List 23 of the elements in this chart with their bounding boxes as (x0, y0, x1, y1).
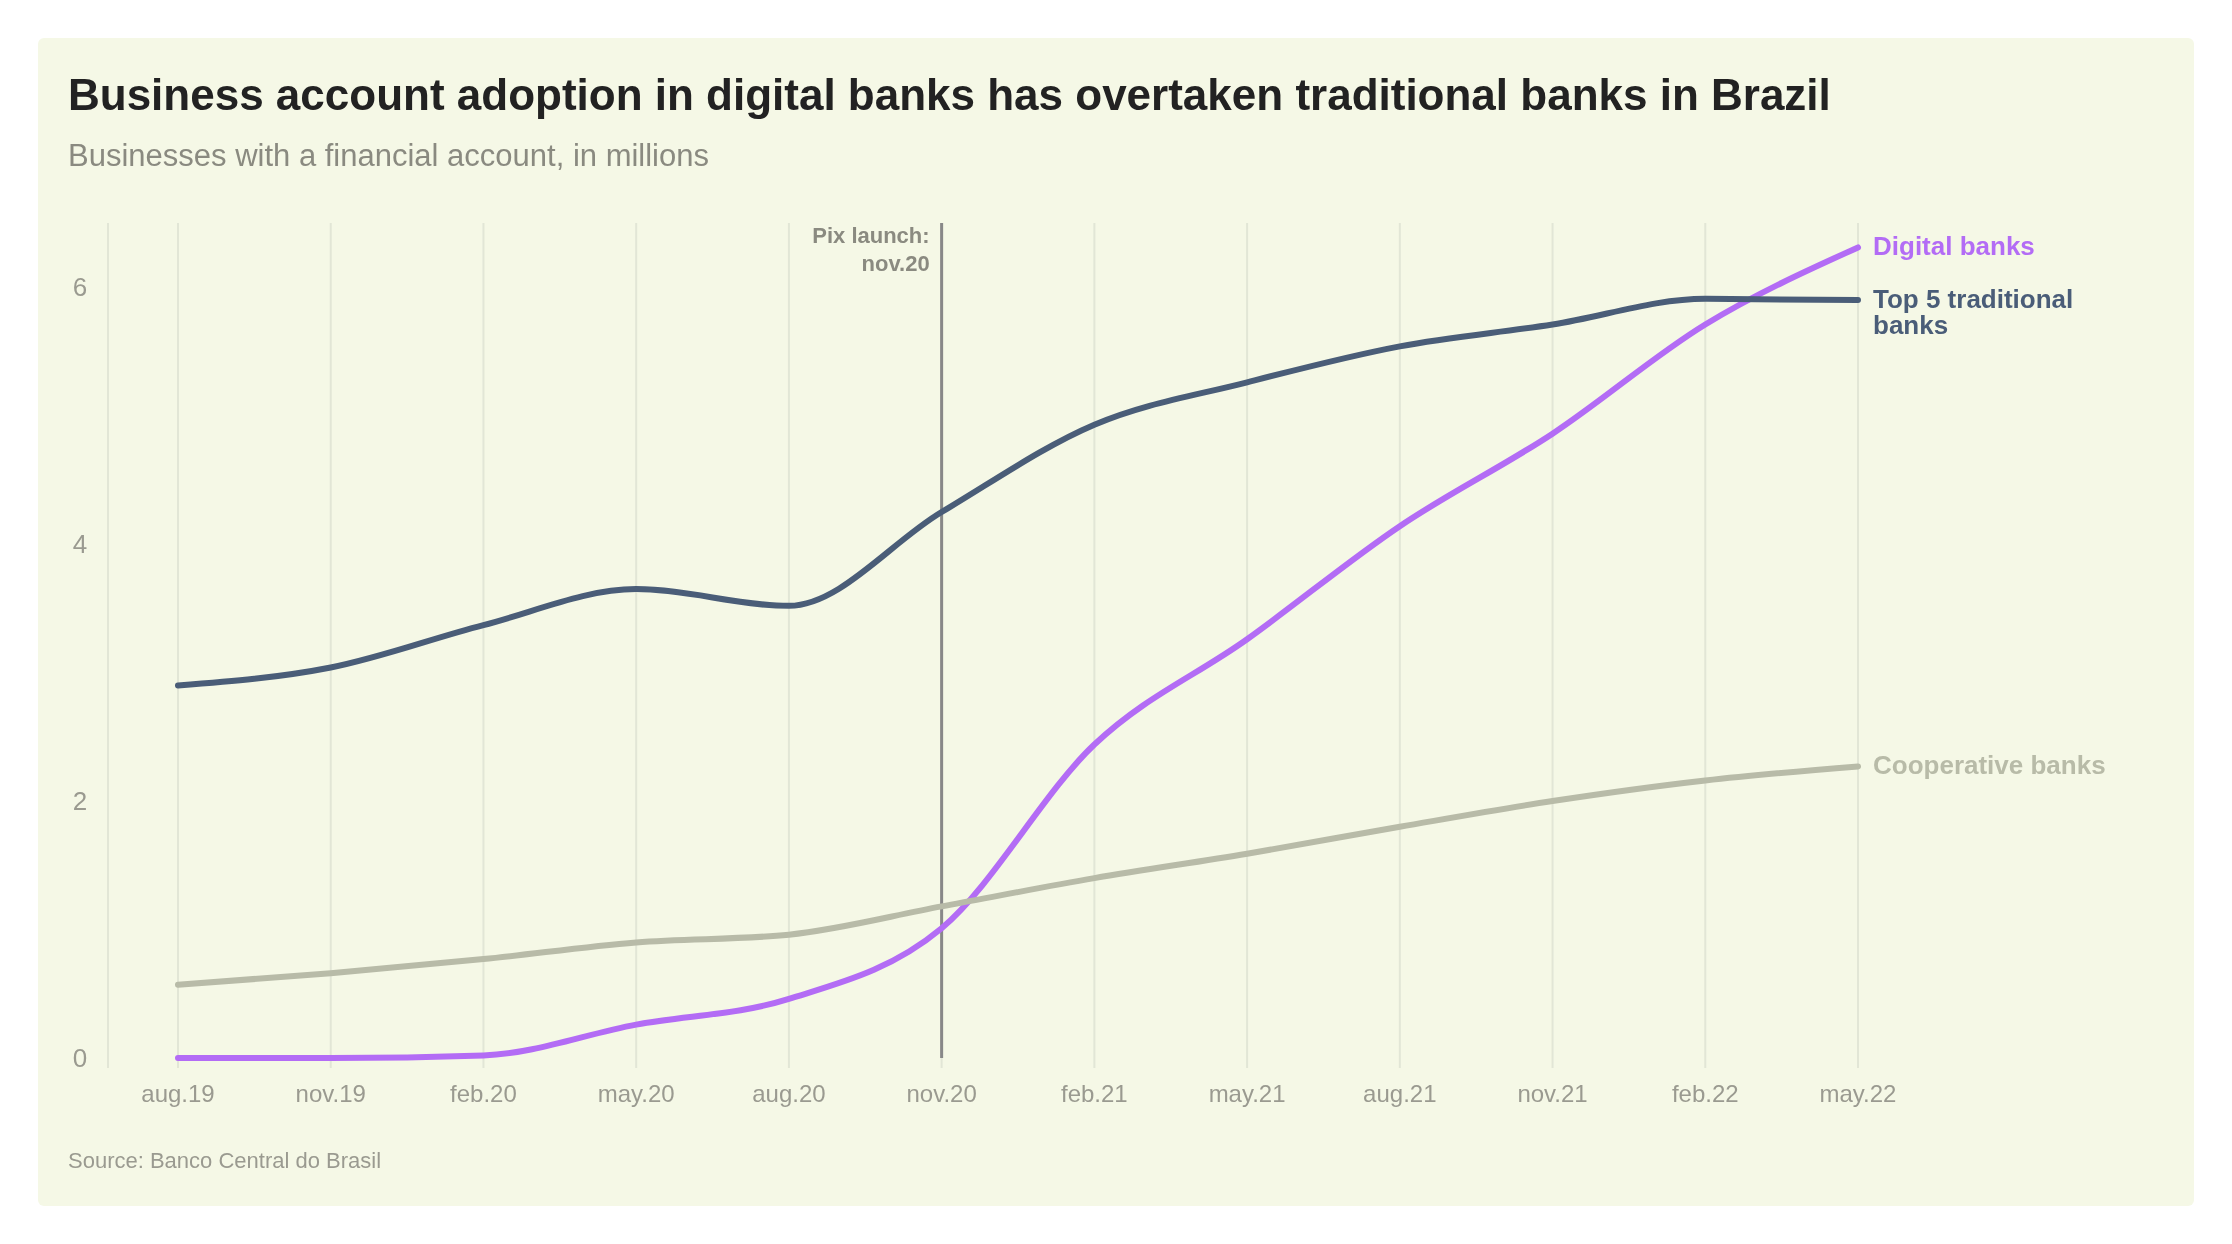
x-tick-label: may.21 (1208, 1080, 1286, 1107)
chart-title: Business account adoption in digital banks has overtaken traditional banks in Brazil (68, 70, 1831, 119)
x-tick-label: feb.20 (450, 1080, 517, 1107)
series-label: Top 5 traditional banks (1873, 284, 2074, 341)
x-tick-label: feb.21 (1061, 1080, 1128, 1107)
ref-line-label: Pix launch: nov.20 (812, 223, 930, 276)
series-label: Cooperative banks (1873, 750, 2106, 781)
x-tick-label: aug.21 (1363, 1080, 1437, 1107)
x-tick-label: aug.19 (141, 1080, 215, 1107)
source-note: Source: Banco Central do Brasil (68, 1148, 382, 1173)
x-tick-label: may.22 (1819, 1080, 1897, 1107)
chart-subtitle: Businesses with a financial account, in millions (68, 138, 709, 173)
x-tick-label: nov.19 (295, 1080, 366, 1107)
y-tick-label: 2 (72, 786, 88, 817)
y-tick-label: 0 (72, 1043, 88, 1074)
x-tick-label: nov.20 (906, 1080, 977, 1107)
x-tick-label: feb.22 (1671, 1080, 1739, 1107)
x-tick-label: may.20 (597, 1080, 675, 1107)
x-tick-label: aug.20 (752, 1080, 826, 1107)
x-tick-label: nov.21 (1517, 1080, 1588, 1107)
y-tick-label: 6 (72, 272, 88, 303)
series-label: Digital banks (1873, 231, 2035, 262)
y-tick-label: 4 (72, 529, 88, 560)
